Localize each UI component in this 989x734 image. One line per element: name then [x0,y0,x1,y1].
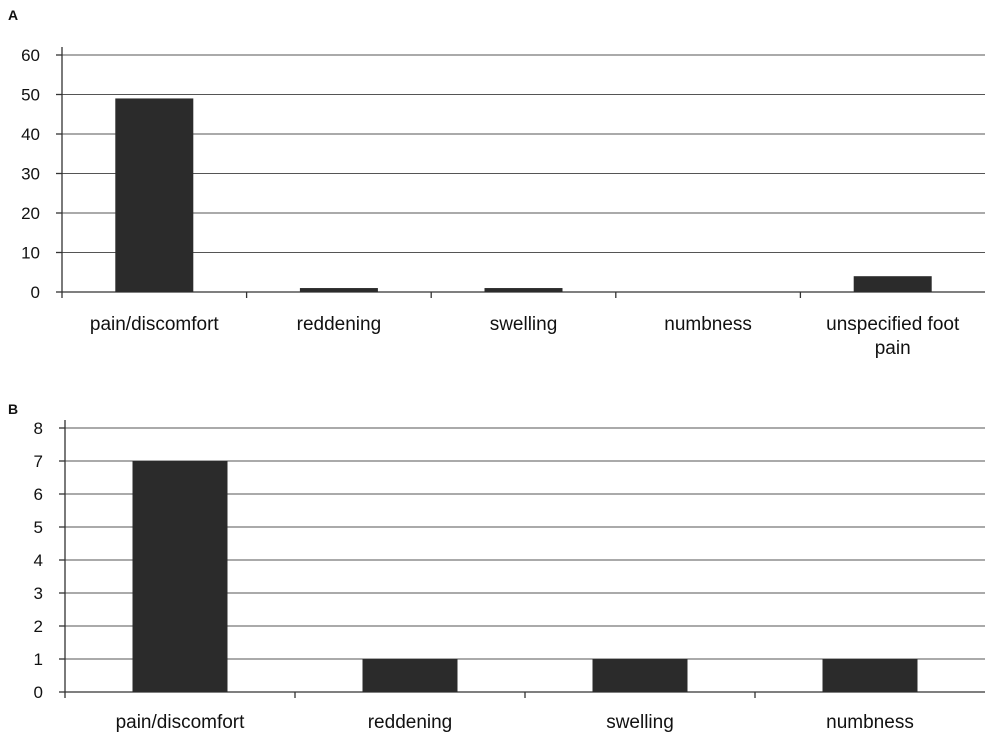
category-label-a-4: unspecified foot pain [826,314,960,359]
bar-a-1 [299,288,378,292]
category-label-a-1: reddening [297,314,382,335]
category-label-a-2: swelling [490,314,558,335]
bar-b-1 [362,659,458,692]
y-tick-label-b-3: 3 [34,584,43,603]
y-tick-label-a-4: 40 [21,125,40,144]
y-tick-label-a-6: 60 [21,46,40,65]
y-tick-label-b-6: 6 [34,485,43,504]
category-label-b-3: numbness [826,712,914,733]
y-tick-label-b-7: 7 [34,452,43,471]
panel-b-letter: B [8,401,18,417]
panel-b: B 0 1 2 3 4 5 6 7 8 pain/discomfort reddening swell… [8,401,985,733]
bar-b-0 [132,461,228,692]
y-tick-label-a-3: 30 [21,165,40,184]
bar-a-4 [853,276,932,292]
category-label-a-3: numbness [664,314,752,335]
y-tick-label-a-0: 0 [31,283,40,302]
y-tick-label-b-0: 0 [34,683,43,702]
panel-a-letter: A [8,7,18,23]
y-tick-label-b-8: 8 [34,419,43,438]
bar-b-3 [822,659,918,692]
y-tick-label-b-1: 1 [34,650,43,669]
y-tick-label-b-5: 5 [34,518,43,537]
y-tick-label-b-2: 2 [34,617,43,636]
category-label-b-1: reddening [368,712,453,733]
y-tick-label-a-1: 10 [21,244,40,263]
category-label-a-0: pain/discomfort [90,314,220,335]
category-label-b-0: pain/discomfort [116,712,246,733]
category-label-b-2: swelling [606,712,674,733]
y-tick-label-a-2: 20 [21,204,40,223]
panel-a: A 0 10 20 30 40 50 60 pain/discomfort reddening s… [8,7,985,359]
bar-b-2 [592,659,688,692]
y-tick-label-a-5: 50 [21,86,40,105]
bar-a-2 [484,288,563,292]
y-tick-label-b-4: 4 [34,551,43,570]
bar-a-0 [115,98,194,292]
